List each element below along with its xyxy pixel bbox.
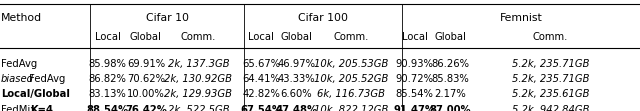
Text: Comm.: Comm. <box>180 32 216 42</box>
Text: 76.42%: 76.42% <box>125 105 167 111</box>
Text: 83.13%: 83.13% <box>89 89 126 99</box>
Text: 46.97%: 46.97% <box>277 59 316 69</box>
Text: 2.17%: 2.17% <box>435 89 467 99</box>
Text: 10k, 205.52GB: 10k, 205.52GB <box>314 74 388 84</box>
Text: 90.93%: 90.93% <box>396 59 434 69</box>
Text: Femnist: Femnist <box>500 13 542 23</box>
Text: 70.62%: 70.62% <box>127 74 165 84</box>
Text: 86.82%: 86.82% <box>88 74 127 84</box>
Text: Local/Global: Local/Global <box>1 89 70 99</box>
Text: 5.2k, 235.71GB: 5.2k, 235.71GB <box>511 59 589 69</box>
Text: 6k, 116.73GB: 6k, 116.73GB <box>317 89 385 99</box>
Text: 85.98%: 85.98% <box>88 59 127 69</box>
Text: 87.00%: 87.00% <box>429 105 472 111</box>
Text: Cifar 10: Cifar 10 <box>145 13 189 23</box>
Text: Local: Local <box>95 32 120 42</box>
Text: 91.47%: 91.47% <box>394 105 436 111</box>
Text: 6.60%: 6.60% <box>280 89 312 99</box>
Text: K=4: K=4 <box>30 105 53 111</box>
Text: 10k, 205.53GB: 10k, 205.53GB <box>314 59 388 69</box>
Text: biased: biased <box>1 74 34 84</box>
Text: 5.2k, 235.61GB: 5.2k, 235.61GB <box>511 89 589 99</box>
Text: 2k, 137.3GB: 2k, 137.3GB <box>168 59 229 69</box>
Text: 42.82%: 42.82% <box>242 89 280 99</box>
Text: 90.72%: 90.72% <box>396 74 434 84</box>
Text: FedAvg: FedAvg <box>1 59 37 69</box>
Text: 2k, 522.5GB: 2k, 522.5GB <box>168 105 229 111</box>
Text: 85.83%: 85.83% <box>432 74 469 84</box>
Text: FedMix: FedMix <box>1 105 39 111</box>
Text: 64.41%: 64.41% <box>242 74 280 84</box>
Text: 5.2k, 942.84GB: 5.2k, 942.84GB <box>511 105 589 111</box>
Text: Cifar 100: Cifar 100 <box>298 13 348 23</box>
Text: 10.00%: 10.00% <box>127 89 164 99</box>
Text: Comm.: Comm. <box>532 32 568 42</box>
Text: Global: Global <box>280 32 312 42</box>
Text: 67.54%: 67.54% <box>240 105 282 111</box>
Text: 69.91%: 69.91% <box>127 59 165 69</box>
Text: Global: Global <box>130 32 162 42</box>
Text: 2k, 130.92GB: 2k, 130.92GB <box>164 74 232 84</box>
Text: Local: Local <box>248 32 274 42</box>
Text: 10k, 822.12GB: 10k, 822.12GB <box>314 105 388 111</box>
Text: FedAvg: FedAvg <box>26 74 66 84</box>
Text: 5.2k, 235.71GB: 5.2k, 235.71GB <box>511 74 589 84</box>
Text: Comm.: Comm. <box>333 32 369 42</box>
Text: 43.33%: 43.33% <box>278 74 315 84</box>
Text: 2k, 129.93GB: 2k, 129.93GB <box>164 89 232 99</box>
Text: Method: Method <box>1 13 42 23</box>
Text: 47.48%: 47.48% <box>275 105 317 111</box>
Text: 88.54%: 88.54% <box>86 105 129 111</box>
Text: 85.54%: 85.54% <box>396 89 434 99</box>
Text: Global: Global <box>435 32 467 42</box>
Text: 65.67%: 65.67% <box>242 59 280 69</box>
Text: Local: Local <box>402 32 428 42</box>
Text: 86.26%: 86.26% <box>431 59 470 69</box>
